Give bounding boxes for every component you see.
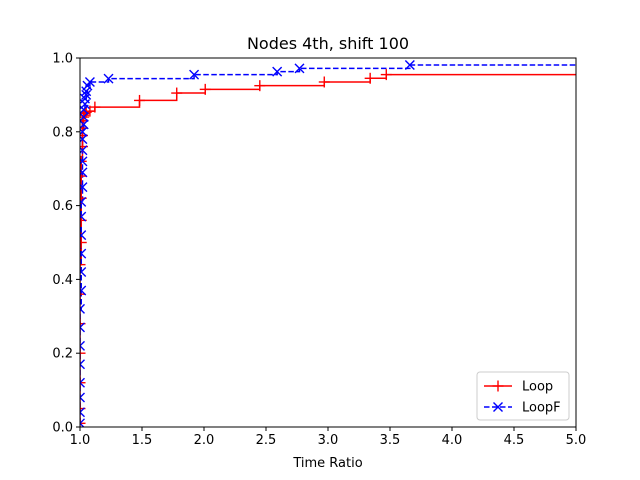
data-point-loopf [80,392,85,403]
data-point-loop [80,377,86,389]
marker-layer [80,60,415,427]
x-tick-label: 5.0 [566,433,587,448]
data-point-loopf [80,196,87,207]
legend-entry-loopf: LoopF [484,401,561,416]
data-point-loopf [80,167,88,178]
y-tick-label: 0.0 [52,421,73,436]
data-point-loopf [80,303,85,314]
x-tick-label: 4.0 [442,433,463,448]
y-tick-label: 0.8 [52,125,73,140]
legend-marker [492,380,504,392]
x-tick-label: 4.5 [504,433,525,448]
data-point-loop [364,72,376,84]
chart-title: Nodes 4th, shift 100 [247,34,409,53]
data-point-loop [318,76,330,88]
data-point-loopf [84,76,95,87]
data-point-loop [80,288,86,300]
data-point-loopf [272,66,283,77]
data-point-loopf [294,63,305,74]
data-point-loopf [80,359,85,370]
legend-box [476,371,570,421]
data-point-loopf [80,182,88,193]
x-axis-label: Time Ratio [292,456,362,471]
data-point-loop [199,83,211,95]
data-point-loopf [80,230,87,241]
data-point-loopf [80,119,89,130]
y-tick-label: 0.6 [52,199,73,214]
data-point-loop [80,170,87,182]
data-point-loop [80,347,86,359]
x-tick-label: 2.5 [256,433,277,448]
x-tick-label: 3.0 [318,433,339,448]
data-point-loopf [80,377,85,388]
data-point-loopf [80,340,85,351]
data-point-loopf [80,145,88,156]
data-point-loop [80,237,87,248]
y-tick-label: 1.0 [52,52,73,67]
legend-marker [493,402,503,412]
y-axis: 0.0 0.2 0.4 0.6 0.8 1.0 [52,52,80,436]
x-tick-label: 2.0 [194,433,215,448]
legend-entry-loop: Loop [484,380,553,395]
data-point-loopf [80,156,88,167]
data-point-loopf [80,126,88,137]
data-point-loop [80,259,86,271]
data-point-loopf [80,248,87,259]
data-point-loop [380,69,392,81]
data-point-loopf [80,211,87,222]
legend-label: Loop [522,380,553,395]
data-point-loop [171,87,183,99]
data-point-loopf [404,60,415,71]
data-point-loop [80,107,91,119]
data-point-loopf [81,89,92,100]
data-point-loopf [103,73,114,84]
data-point-loopf [80,134,88,145]
legend: Loop LoopF [476,371,570,421]
data-point-loopf [189,69,200,80]
x-tick-label: 1.5 [132,433,153,448]
data-point-loopf [80,285,87,296]
data-point-loopf [80,112,89,123]
data-point-loopf [80,418,85,427]
x-tick-label: 3.5 [380,433,401,448]
x-tick-label: 1.0 [70,433,91,448]
data-point-loop [80,417,86,427]
data-point-loopf [80,407,85,418]
legend-label: LoopF [522,401,561,416]
data-point-loop [134,94,146,106]
y-tick-label: 0.2 [52,347,73,362]
y-tick-label: 0.4 [52,273,73,288]
data-point-loop [89,101,101,113]
data-point-loop [80,155,87,167]
x-axis: 1.0 1.5 2.0 2.5 3.0 3.5 4.0 4.5 5.0 [70,427,587,448]
data-point-loopf [80,322,85,333]
data-point-loopf [80,267,87,278]
data-point-loop [254,80,266,92]
